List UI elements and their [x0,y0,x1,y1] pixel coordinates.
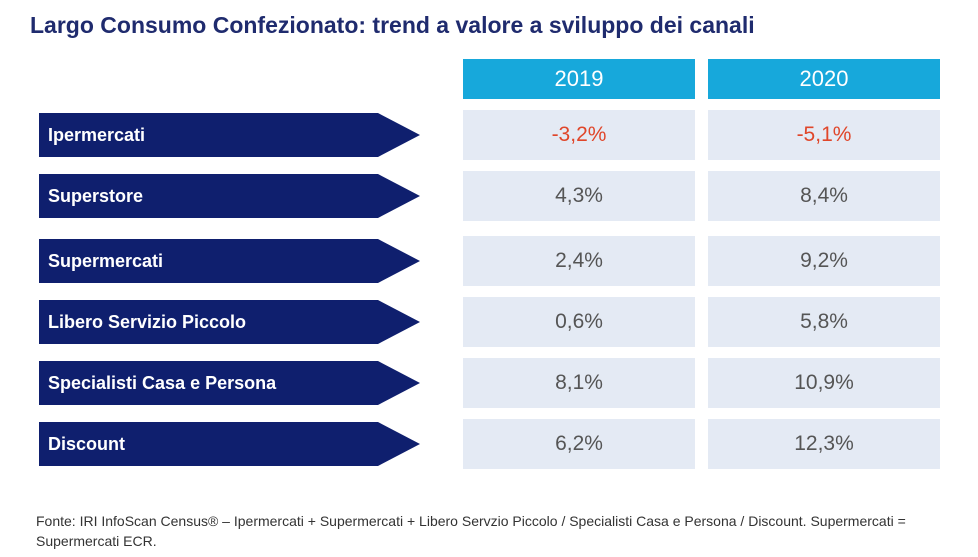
value-cell-2019: 8,1% [463,358,695,408]
arrow-shape [39,300,420,344]
page-title: Largo Consumo Confezionato: trend a valo… [30,12,755,38]
value-cell-2019: 4,3% [463,171,695,221]
table-row: Specialisti Casa e Persona 8,1% 10,9% [0,358,978,408]
table-row: Discount 6,2% 12,3% [0,419,978,469]
channel-arrow: Discount [39,422,420,466]
column-header-2020: 2020 [708,59,940,99]
source-note: Fonte: IRI InfoScan Census® – Ipermercat… [36,513,906,549]
value-cell-2020: 8,4% [708,171,940,221]
arrow-shape [39,422,420,466]
channel-label: Superstore [48,186,144,206]
arrow-shape [39,174,420,218]
channel-label: Discount [48,434,126,454]
channel-label: Libero Servizio Piccolo [48,312,247,332]
value-cell-2020: -5,1% [708,110,940,160]
channel-arrow: Libero Servizio Piccolo [39,300,420,344]
table-row: Superstore 4,3% 8,4% [0,171,978,221]
value-cell-2020: 12,3% [708,419,940,469]
table-row: Supermercati 2,4% 9,2% [0,236,978,286]
channel-arrow: Superstore [39,174,420,218]
column-header-2019: 2019 [463,59,695,99]
value-cell-2020: 10,9% [708,358,940,408]
value-cell-2019: 2,4% [463,236,695,286]
channel-arrow: Ipermercati [39,113,420,157]
table-row: Libero Servizio Piccolo 0,6% 5,8% [0,297,978,347]
channel-arrow: Supermercati [39,239,420,283]
value-cell-2020: 9,2% [708,236,940,286]
channel-label: Specialisti Casa e Persona [48,373,277,393]
value-cell-2019: -3,2% [463,110,695,160]
channel-label: Ipermercati [48,125,146,145]
value-cell-2019: 0,6% [463,297,695,347]
value-cell-2020: 5,8% [708,297,940,347]
value-cell-2019: 6,2% [463,419,695,469]
arrow-shape [39,239,420,283]
arrow-shape [39,113,420,157]
table-row: Ipermercati -3,2% -5,1% [0,110,978,160]
channel-label: Supermercati [48,251,164,271]
arrow-shape [39,361,420,405]
channel-arrow: Specialisti Casa e Persona [39,361,420,405]
